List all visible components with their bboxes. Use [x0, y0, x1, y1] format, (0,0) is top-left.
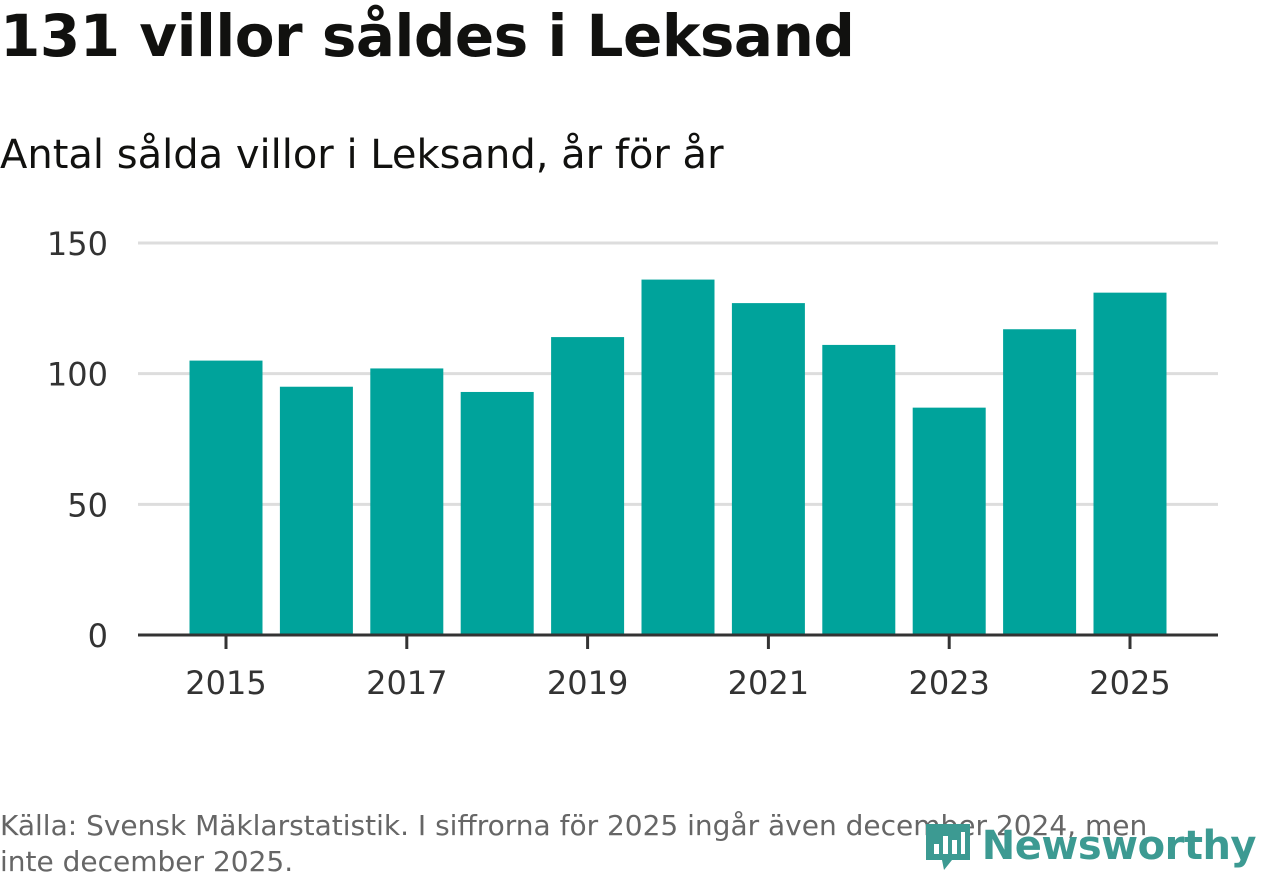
newsworthy-logo-icon — [925, 824, 970, 870]
bar-2024 — [1003, 329, 1077, 635]
x-tick-label-2015: 2015 — [185, 664, 266, 702]
x-tick-label-2021: 2021 — [728, 664, 809, 702]
bar-2023 — [912, 407, 986, 635]
brand-name: Newsworthy — [981, 823, 1257, 869]
y-tick-label-0: 0 — [88, 617, 108, 655]
bar-2017 — [370, 368, 444, 635]
x-tick-label-2025: 2025 — [1089, 664, 1170, 702]
bar-2021 — [731, 303, 805, 635]
y-tick-label-50: 50 — [67, 486, 108, 524]
x-tick-label-2023: 2023 — [908, 664, 989, 702]
bar-2015 — [189, 360, 263, 635]
bar-2020 — [641, 279, 715, 635]
y-axis-ticks: 0 50 100 150 — [47, 225, 108, 655]
x-axis: 2015 2017 2019 2021 2023 2025 — [138, 633, 1218, 702]
chart-subtitle: Antal sålda villor i Leksand, år för år — [0, 132, 724, 178]
bar-2016 — [279, 386, 353, 635]
brand-logo: Newsworthy — [922, 820, 1257, 872]
y-tick-label-150: 150 — [47, 225, 108, 263]
x-tick-label-2019: 2019 — [547, 664, 628, 702]
y-tick-label-100: 100 — [47, 356, 108, 394]
bars — [189, 279, 1167, 635]
bar-chart: 0 50 100 150 2015 2017 2019 2021 2023 2025 — [47, 225, 1218, 702]
bar-2025 — [1093, 292, 1167, 635]
x-tick-label-2017: 2017 — [366, 664, 447, 702]
chart-title: 131 villor såldes i Leksand — [0, 2, 855, 70]
bar-2022 — [822, 344, 896, 635]
bar-2018 — [460, 391, 534, 635]
bar-2019 — [551, 337, 625, 635]
